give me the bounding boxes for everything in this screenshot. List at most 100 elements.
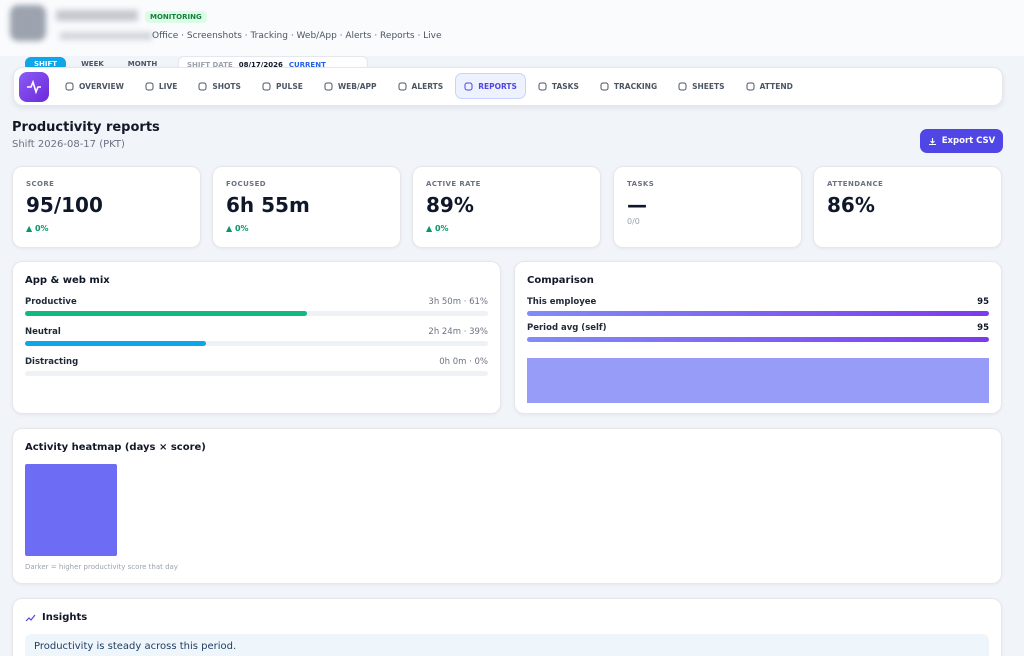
avatar [10, 5, 46, 41]
nav-label: OVERVIEW [79, 81, 124, 91]
nav-bar: OVERVIEW LIVE SHOTS PULSE WEB/APP ALERTS REPOR… [13, 67, 1003, 106]
nav-item[interactable]: ALERTS [389, 73, 453, 99]
comparison-value: 95 [977, 297, 989, 307]
heatmap-card: Activity heatmap (days × score) Darker =… [12, 428, 1002, 584]
card-title: Insights [42, 612, 88, 623]
nav-label: SHEETS [692, 81, 725, 91]
comparison-bar [527, 311, 989, 316]
nav-item[interactable]: TRACKING [591, 73, 666, 99]
mix-track [25, 341, 488, 346]
nav-item[interactable]: OVERVIEW [56, 73, 133, 99]
stat-label: SCORE [26, 180, 55, 188]
insights-icon [25, 614, 36, 622]
nav-icon [464, 82, 473, 90]
nav-label: TASKS [551, 81, 579, 91]
stat-value: 89% [426, 193, 474, 217]
stat-card: ACTIVE RATE 89% ▲ 0% [412, 166, 601, 248]
export-label: Export CSV [941, 136, 996, 146]
download-icon [928, 137, 936, 145]
nav-icon [398, 82, 407, 90]
nav-item[interactable]: SHEETS [669, 73, 733, 99]
heatmap-caption: Darker = higher productivity score that … [25, 563, 178, 571]
mix-label: Neutral [25, 327, 61, 337]
blurred-prefix [60, 32, 152, 40]
mix-bar [25, 311, 308, 316]
nav-item[interactable]: TASKS [529, 73, 588, 99]
stat-delta: ▲ 0% [426, 224, 449, 233]
comparison-chart-area [527, 358, 989, 403]
nav-items: OVERVIEW LIVE SHOTS PULSE WEB/APP ALERTS REPOR… [56, 73, 802, 99]
stat-value: 95/100 [26, 193, 103, 217]
mix-card: App & web mix Productive 3h 50m · 61% Neut… [12, 261, 501, 414]
card-title: Comparison [527, 275, 594, 286]
nav-label: TRACKING [613, 81, 658, 91]
status-badge: MONITORING [145, 11, 207, 23]
nav-label: LIVE [158, 81, 178, 91]
stat-value: — [627, 193, 647, 217]
comparison-bar [527, 337, 989, 342]
stat-delta: ▲ 0% [226, 224, 249, 233]
stat-label: ACTIVE RATE [426, 180, 481, 188]
nav-label: WEB/APP [337, 81, 377, 91]
mix-bar [25, 341, 206, 346]
mix-label: Distracting [25, 357, 79, 367]
nav-item[interactable]: ATTEND [737, 73, 802, 99]
logo[interactable] [19, 72, 49, 102]
page-title: Productivity reports [12, 120, 160, 135]
nav-icon [600, 82, 609, 90]
nav-item[interactable]: PULSE [253, 73, 312, 99]
blurred-name [56, 10, 138, 21]
nav-label: ALERTS [411, 81, 444, 91]
stat-label: FOCUSED [226, 180, 266, 188]
stat-note: 0/0 [627, 217, 640, 226]
nav-icon [538, 82, 547, 90]
stat-value: 6h 55m [226, 193, 310, 217]
stat-label: ATTENDANCE [827, 180, 884, 188]
nav-label: ATTEND [759, 81, 793, 91]
logo-icon [27, 79, 41, 95]
stat-card: TASKS —0/0 [613, 166, 802, 248]
nav-label: REPORTS [478, 81, 517, 91]
mix-track [25, 311, 488, 316]
nav-icon [324, 82, 333, 90]
comparison-label: Period avg (self) [527, 323, 607, 333]
mix-detail: 3h 50m · 61% [428, 297, 488, 307]
stat-card: SCORE 95/100 ▲ 0% [12, 166, 201, 248]
comparison-label: This employee [527, 297, 597, 307]
nav-icon [65, 82, 74, 90]
comparison-value: 95 [977, 323, 989, 333]
range-tab[interactable]: MONTH [127, 60, 158, 68]
nav-label: PULSE [275, 81, 303, 91]
header [0, 0, 1024, 56]
nav-item[interactable]: WEB/APP [315, 73, 386, 99]
nav-item[interactable]: SHOTS [189, 73, 250, 99]
page-subtitle: Shift 2026-08-17 (PKT) [12, 139, 125, 150]
card-title: Activity heatmap (days × score) [25, 442, 206, 453]
comparison-track [527, 337, 989, 342]
nav-item[interactable]: REPORTS [455, 73, 526, 99]
nav-item[interactable]: LIVE [136, 73, 187, 99]
card-title: App & web mix [25, 275, 110, 286]
nav-label: SHOTS [212, 81, 241, 91]
stat-card: ATTENDANCE 86% [813, 166, 1002, 248]
mix-track [25, 371, 488, 376]
export-button[interactable]: Export CSV [920, 129, 1003, 153]
insights-card: Insights Productivity is steady across t… [12, 598, 1002, 656]
stat-card: FOCUSED 6h 55m ▲ 0% [212, 166, 401, 248]
nav-icon [746, 82, 755, 90]
nav-icon [198, 82, 207, 90]
mix-label: Productive [25, 297, 77, 307]
date-badge: CURRENT [288, 61, 326, 69]
comparison-card: Comparison This employee 95 Period avg (se… [514, 261, 1002, 414]
mix-detail: 0h 0m · 0% [439, 357, 488, 367]
breadcrumb: Office · Screenshots · Tracking · Web/Ap… [152, 31, 442, 41]
stat-label: TASKS [627, 180, 655, 188]
heatmap-cell [25, 464, 117, 556]
range-tab[interactable]: WEEK [81, 60, 104, 68]
nav-icon [262, 82, 271, 90]
stat-value: 86% [827, 193, 875, 217]
nav-icon [145, 82, 154, 90]
date-value: 08/17/2026 [238, 61, 283, 69]
nav-icon [678, 82, 687, 90]
